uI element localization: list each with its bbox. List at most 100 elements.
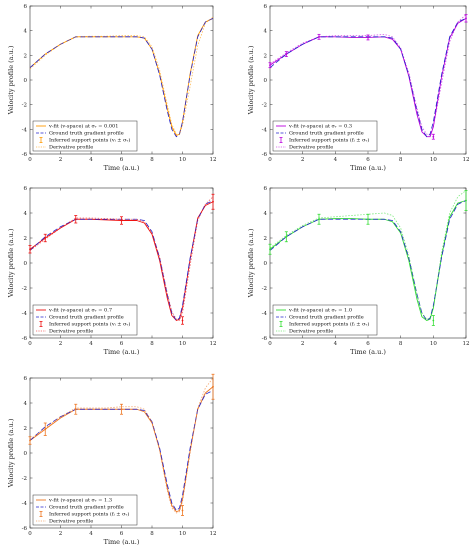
y-tick-label: 2 [24, 53, 28, 59]
derivative-curve [269, 190, 467, 320]
legend-entry-3: Inferred support points (vᵢ ± σᵥ) [49, 321, 130, 328]
x-tick-label: 2 [59, 531, 63, 537]
legend-entry-4: Derivative profile [289, 329, 333, 335]
y-tick-label: -2 [22, 286, 27, 292]
y-tick-label: 4 [24, 401, 28, 407]
legend-box [32, 494, 138, 526]
y-tick-label: 0 [264, 78, 268, 84]
x-tick-label: 8 [399, 341, 403, 347]
x-axis-label: Time (a.u.) [104, 348, 140, 356]
derivative-curve [29, 16, 214, 135]
ground-truth-curve [29, 390, 214, 511]
legend-entry-3: Inferred support points (vᵢ ± σᵥ) [49, 137, 130, 144]
legend-entry-2: Ground truth gradient profile [289, 315, 364, 321]
support-point [367, 36, 369, 39]
x-tick-label: 6 [366, 341, 370, 347]
support-point [285, 53, 288, 55]
y-tick-label: 6 [264, 4, 268, 10]
y-tick-label: 2 [24, 426, 28, 432]
legend-entry-3: Inferred support points (fᵢ ± σᵥ) [289, 137, 369, 144]
x-tick-label: 12 [210, 341, 217, 347]
legend-entry-2: Ground truth gradient profile [49, 131, 124, 137]
x-tick-label: 0 [28, 341, 32, 347]
x-tick-label: 6 [120, 341, 124, 347]
x-tick-label: 2 [59, 341, 63, 347]
x-tick-label: 4 [89, 341, 93, 347]
y-axis-label: Velocity profile (a.u.) [247, 228, 255, 298]
y-tick-label: 0 [264, 261, 268, 267]
x-axis-label: Time (a.u.) [104, 538, 140, 546]
legend-entry-1: v-fit (v-space) at σᵣ = 0.001 [48, 123, 118, 130]
legend-entry-1: v-fit (v-space) at σᵣ = 0.7 [48, 307, 112, 314]
x-tick-label: 8 [399, 157, 403, 163]
derivative-curve [29, 377, 214, 514]
support-point [465, 199, 467, 202]
legend-box [272, 304, 378, 336]
support-point [212, 200, 214, 203]
support-point [74, 218, 77, 221]
y-axis-label: Velocity profile (a.u.) [7, 45, 15, 115]
y-tick-label: -6 [262, 152, 268, 158]
x-tick-label: 6 [120, 157, 124, 163]
support-point [29, 248, 31, 251]
y-tick-label: 6 [264, 186, 268, 192]
legend-entry-2: Ground truth gradient profile [49, 315, 124, 321]
derivative-curve [29, 196, 214, 321]
ground-truth-curve [29, 17, 214, 138]
x-tick-label: 10 [179, 341, 186, 347]
y-tick-label: -2 [22, 103, 27, 109]
y-axis-label: Velocity profile (a.u.) [247, 45, 255, 115]
x-tick-label: 12 [210, 157, 217, 163]
y-tick-label: -4 [262, 127, 268, 133]
y-tick-label: 4 [24, 211, 28, 217]
legend-entry-2: Ground truth gradient profile [49, 505, 124, 511]
legend-entry-3: Inferred support points (fᵢ ± σᵥ) [289, 321, 369, 328]
x-tick-label: 0 [268, 341, 272, 347]
x-tick-label: 12 [210, 531, 217, 537]
support-point [318, 218, 320, 221]
support-point [269, 64, 271, 67]
support-point [212, 385, 214, 388]
legend-entry-4: Derivative profile [289, 145, 333, 151]
y-tick-label: -6 [22, 336, 28, 342]
x-tick-label: 6 [120, 531, 124, 537]
x-tick-label: 0 [28, 531, 32, 537]
x-tick-label: 8 [150, 531, 154, 537]
x-tick-label: 4 [89, 531, 93, 537]
y-tick-label: 0 [24, 451, 28, 457]
x-tick-label: 12 [463, 157, 470, 163]
y-tick-label: 4 [264, 211, 268, 217]
support-point [120, 408, 123, 411]
x-axis-label: Time (a.u.) [104, 164, 140, 172]
x-tick-label: 12 [463, 341, 470, 347]
support-point [181, 319, 184, 322]
legend-box [32, 120, 138, 152]
support-point [318, 35, 320, 38]
x-tick-label: 6 [366, 157, 370, 163]
x-tick-label: 2 [301, 157, 305, 163]
x-axis-label: Time (a.u.) [350, 348, 386, 356]
legend-entry-3: Inferred support points (fᵢ ± σᵥ) [49, 511, 129, 518]
support-point [44, 428, 47, 431]
y-tick-label: 2 [264, 236, 268, 242]
support-point [181, 509, 184, 512]
y-axis-label: Velocity profile (a.u.) [7, 228, 15, 298]
support-point [285, 235, 288, 238]
y-tick-label: 2 [24, 236, 28, 242]
legend-entry-1: v-fit (v-space) at σᵣ = 0.3 [288, 123, 352, 130]
support-point [465, 17, 467, 20]
y-tick-label: -6 [22, 152, 28, 158]
legend-entry-4: Derivative profile [49, 145, 93, 151]
y-tick-label: -2 [22, 476, 27, 482]
y-tick-label: -6 [22, 526, 28, 532]
x-tick-label: 10 [179, 531, 186, 537]
y-axis-label: Velocity profile (a.u.) [7, 418, 15, 488]
y-tick-label: -4 [22, 311, 28, 317]
legend-entry-4: Derivative profile [49, 519, 93, 525]
